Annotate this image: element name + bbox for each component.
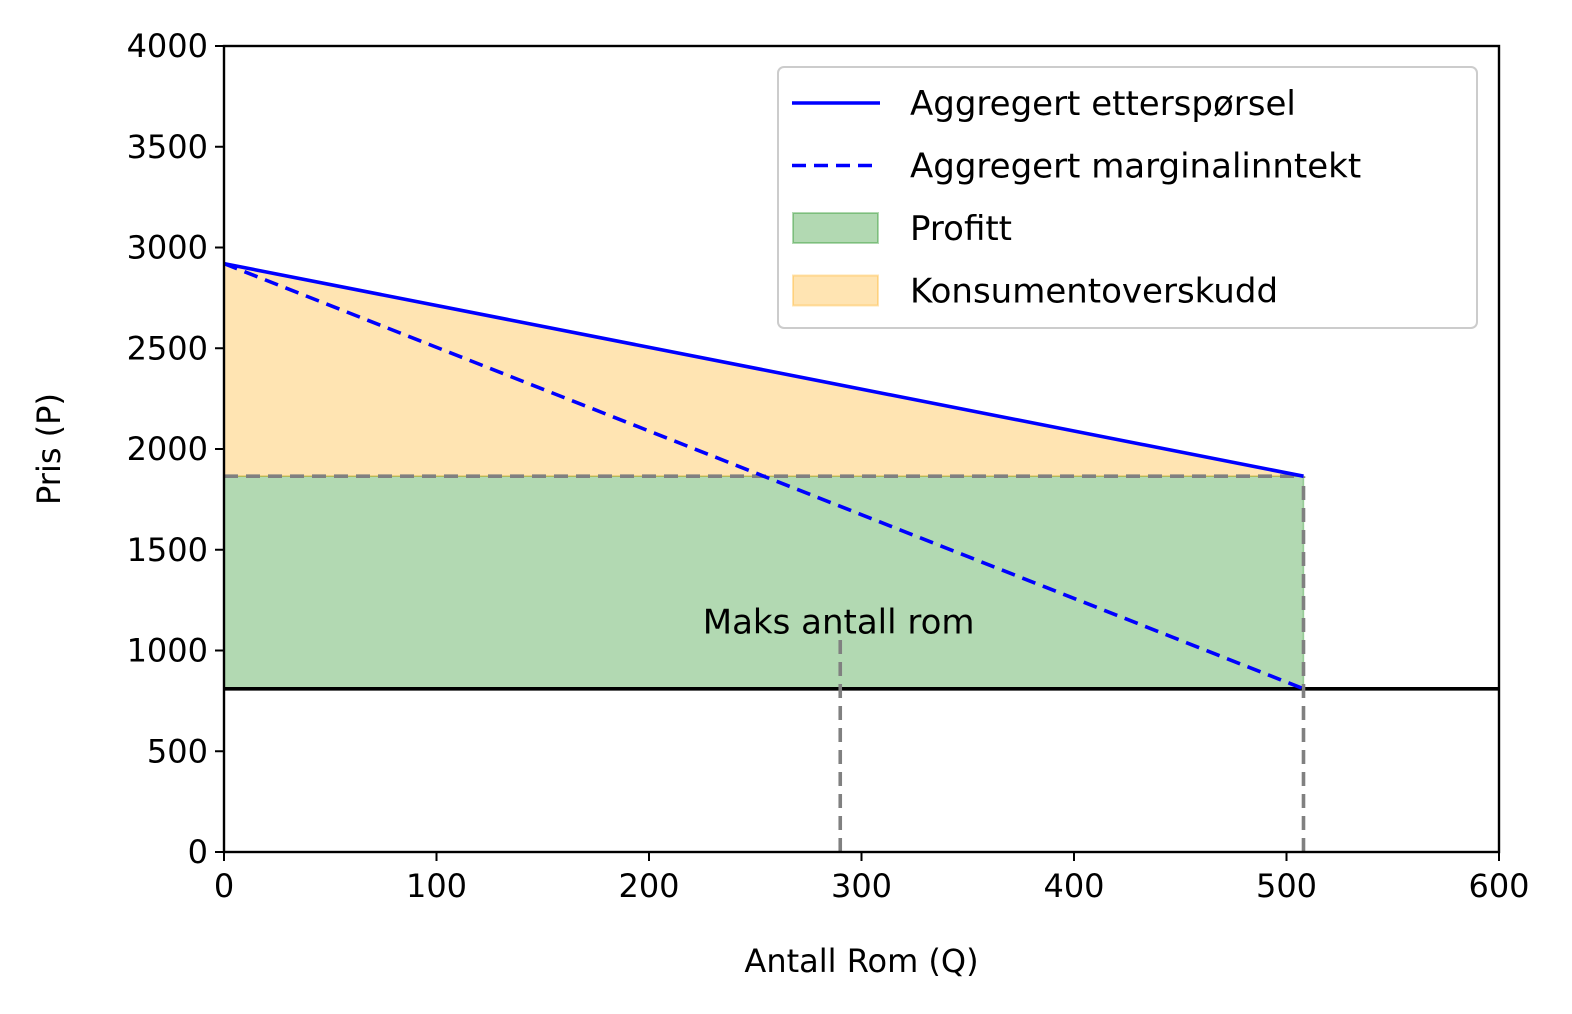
area-0 (223, 475, 1305, 690)
y-tick-label-8: 4000 (127, 27, 208, 65)
x-tick-label-0: 0 (214, 867, 234, 905)
legend-label-0: Aggregert etterspørsel (910, 84, 1296, 124)
legend-label-1: Aggregert marginalinntekt (910, 147, 1361, 187)
y-tick-label-5: 2500 (127, 329, 208, 367)
y-tick-label-4: 2000 (127, 430, 208, 468)
annotations-layer: Maks antall rom (703, 602, 975, 642)
y-tick-label-0: 0 (188, 833, 208, 871)
x-tick-label-4: 400 (1043, 867, 1104, 905)
x-tick-label-1: 100 (406, 867, 467, 905)
legend-swatch-2 (792, 212, 879, 244)
x-axis-title: Antall Rom (Q) (744, 942, 978, 980)
annotation-0: Maks antall rom (703, 602, 975, 642)
series-line-0 (223, 261, 1304, 478)
x-tick-label-5: 500 (1256, 867, 1317, 905)
x-tick-label-2: 200 (618, 867, 679, 905)
legend-swatch-3 (792, 274, 879, 307)
legend-label-2: Profitt (910, 209, 1012, 249)
legend-box (777, 66, 1478, 329)
lines-layer (223, 261, 1499, 852)
y-axis-title: Pris (P) (30, 393, 68, 505)
y-tick-label-7: 3500 (127, 128, 208, 166)
y-tick-label-6: 3000 (127, 229, 208, 267)
y-tick-label-2: 1000 (127, 632, 208, 670)
ticks-layer: 0 100 200 300 400 500 600 0 500 1000 1500 2000 2500 3… (127, 27, 1530, 905)
x-tick-label-3: 300 (831, 867, 892, 905)
legend-label-3: Konsumentoverskudd (910, 272, 1278, 312)
series-line-1 (223, 261, 1305, 691)
y-tick-label-3: 1500 (127, 531, 208, 569)
legend: Aggregert etterspørsel Aggregert marginal… (777, 66, 1478, 329)
y-tick-label-1: 500 (147, 732, 208, 770)
x-tick-label-6: 600 (1468, 867, 1529, 905)
